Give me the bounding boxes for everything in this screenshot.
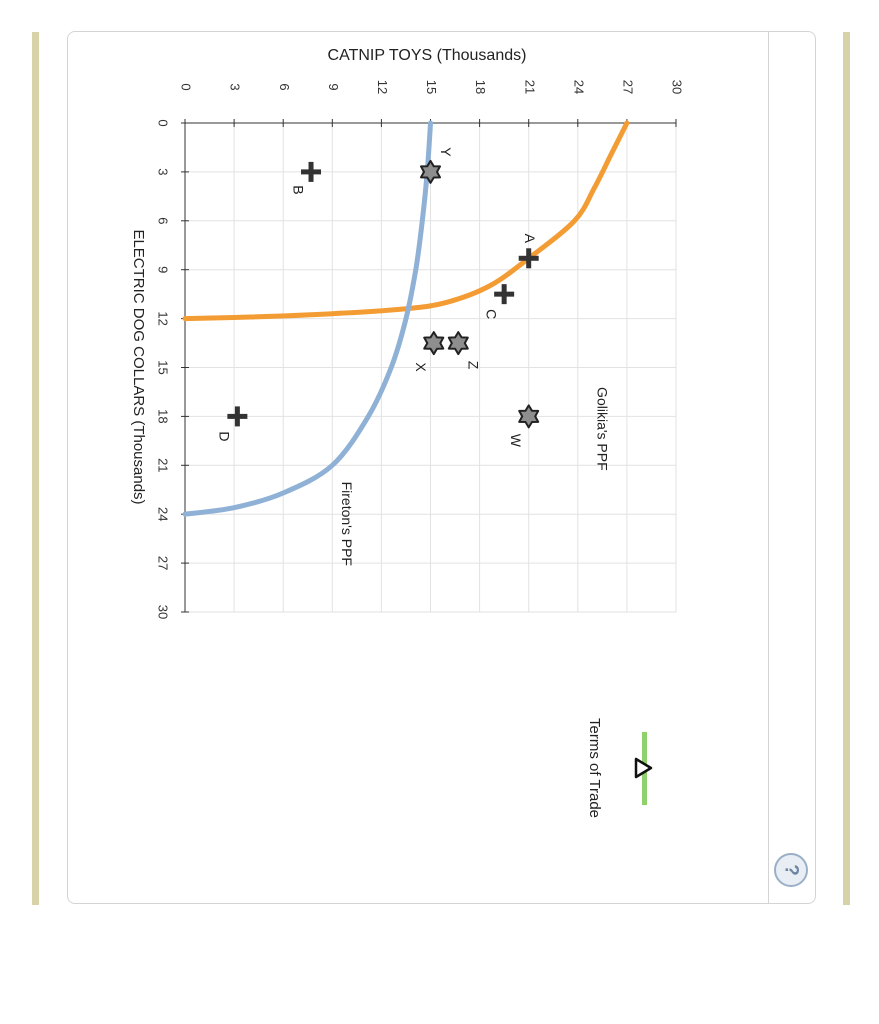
terms-of-trade-triangle-icon[interactable] [634, 757, 653, 779]
plus-icon-v [526, 248, 532, 269]
point-c-marker[interactable]: C [483, 284, 515, 319]
point-z-label: Z [466, 361, 482, 370]
point-x-marker[interactable]: X [413, 331, 445, 372]
plus-icon-v [308, 161, 314, 182]
tick-label-catnip-21: 21 [522, 80, 537, 94]
tick-label-catnip-18: 18 [473, 80, 488, 94]
ppf-curves: Golikia's PPF Fireton's PPF [182, 120, 630, 566]
tick-label-collars-12: 12 [156, 311, 171, 325]
fireton-s-ppf-label: Fireton's PPF [339, 482, 355, 566]
tick-label-collars-15: 15 [156, 360, 171, 374]
tick-label-collars-6: 6 [156, 217, 171, 224]
fireton-s-ppf-curve [182, 120, 433, 517]
tick-label-catnip-3: 3 [228, 83, 243, 90]
golikia-s-ppf-label: Golikia's PPF [594, 387, 610, 471]
help-button[interactable]: ? [774, 853, 808, 887]
point-b-marker[interactable]: B [290, 161, 322, 195]
star-icon [447, 331, 469, 356]
terms-of-trade-label: Terms of Trade [586, 718, 603, 818]
point-d-label: D [217, 431, 233, 441]
point-y-marker[interactable]: Y [420, 147, 454, 184]
tick-labels: 0 3 6 9 12 15 18 21 24 27 30 0 3 6 9 12 15 18 21 24 27 30 [156, 80, 685, 619]
point-z-marker[interactable]: Z [447, 331, 482, 370]
point-a-label: A [522, 234, 538, 244]
point-x-label: X [413, 362, 429, 372]
tick-label-collars-30: 30 [156, 605, 171, 619]
point-d-marker[interactable]: D [217, 406, 248, 441]
tick-label-collars-9: 9 [156, 266, 171, 273]
question-mark-icon: ? [780, 864, 802, 876]
tick-label-catnip-24: 24 [571, 80, 586, 94]
left-decorative-bar [32, 32, 39, 905]
point-a-marker[interactable]: A [518, 234, 539, 269]
tick-label-catnip-12: 12 [375, 80, 390, 94]
chart-title: CATNIP TOYS (Thousands) [328, 47, 527, 64]
tick-label-catnip-27: 27 [620, 80, 635, 94]
plus-icon-v [501, 284, 507, 305]
star-icon [420, 159, 441, 184]
tick-label-collars-24: 24 [156, 507, 171, 521]
tick-label-collars-27: 27 [156, 556, 171, 570]
star-icon [423, 331, 445, 356]
tick-label-catnip-15: 15 [424, 80, 439, 94]
tick-label-collars-3: 3 [156, 168, 171, 175]
right-decorative-bar [843, 32, 850, 905]
tick-label-catnip-30: 30 [670, 80, 685, 94]
point-w-label: W [508, 434, 524, 448]
plus-icon-v [234, 406, 240, 427]
panel-divider [768, 32, 769, 903]
point-w-marker[interactable]: W [508, 404, 540, 448]
point-c-label: C [483, 309, 499, 319]
tick-label-catnip-0: 0 [179, 83, 194, 90]
tick-label-catnip-6: 6 [277, 83, 292, 90]
golikia-s-ppf-curve [182, 120, 630, 322]
tick-label-collars-18: 18 [156, 409, 171, 423]
point-b-label: B [290, 185, 306, 194]
point-markers[interactable]: A B C D W X Y Z [217, 147, 540, 448]
star-icon [518, 404, 540, 429]
x-axis-label: ELECTRIC DOG COLLARS (Thousands) [130, 229, 147, 504]
terms-of-trade-legend[interactable]: Terms of Trade [586, 718, 653, 818]
tick-label-collars-21: 21 [156, 458, 171, 472]
tick-label-catnip-9: 9 [326, 83, 341, 90]
tick-label-collars-0: 0 [156, 119, 171, 126]
point-y-label: Y [438, 147, 454, 157]
graph-panel [67, 31, 816, 904]
chart-grid [184, 122, 677, 613]
